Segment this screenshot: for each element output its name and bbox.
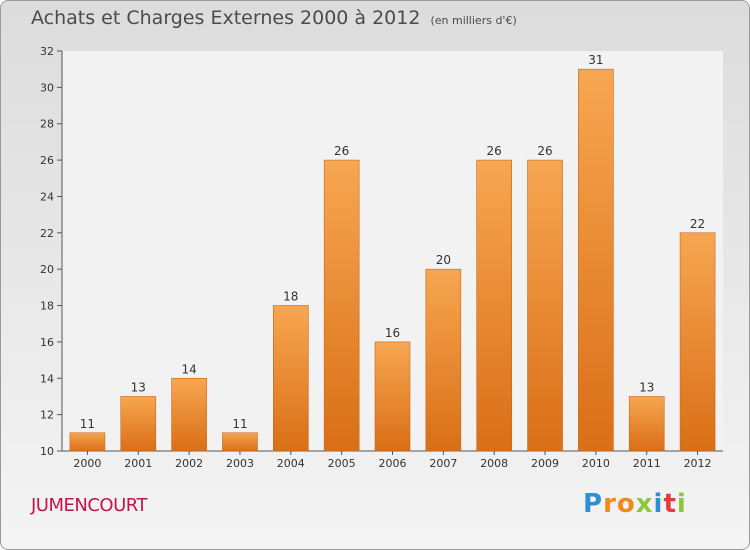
- bar-2012: [679, 232, 716, 452]
- x-tick-label-2003: 2003: [226, 457, 254, 470]
- data-label-2005: 26: [334, 144, 349, 158]
- y-tick-label: 14: [40, 372, 54, 385]
- y-tick-label: 20: [40, 263, 54, 276]
- proxiti-logo: Proxiti: [583, 489, 687, 519]
- bar-2010: [578, 68, 614, 452]
- data-label-2009: 26: [537, 144, 552, 158]
- y-tick-label: 24: [40, 190, 54, 203]
- chart-title: Achats et Charges Externes 2000 à 2012 (e…: [31, 7, 517, 29]
- data-label-2007: 20: [436, 253, 451, 267]
- data-label-2001: 13: [131, 380, 146, 394]
- commune-name: JUMENCOURT: [31, 495, 147, 516]
- data-label-2008: 26: [487, 144, 502, 158]
- y-tick-label: 30: [40, 81, 54, 94]
- bar-2009: [527, 159, 563, 452]
- logo-letter: i: [676, 489, 687, 519]
- bar-2007: [425, 268, 462, 452]
- bar-2000: [69, 432, 106, 452]
- bar-2011: [628, 396, 665, 452]
- data-label-2002: 14: [181, 362, 196, 376]
- x-tick-label-2008: 2008: [480, 457, 508, 470]
- bar-2001: [120, 396, 157, 452]
- data-label-2010: 31: [588, 53, 603, 67]
- logo-letter: P: [583, 489, 604, 519]
- x-tick-label-2010: 2010: [582, 457, 610, 470]
- x-tick-label-2012: 2012: [684, 457, 712, 470]
- x-tick-label-2007: 2007: [429, 457, 457, 470]
- chart-subtitle: (en milliers d'€): [430, 14, 517, 27]
- bar-2003: [222, 432, 258, 452]
- x-tick-label-2001: 2001: [124, 457, 152, 470]
- logo-letter: r: [603, 489, 617, 519]
- y-tick-label: 16: [40, 336, 54, 349]
- y-tick-label: 10: [40, 445, 54, 458]
- data-label-2012: 22: [690, 217, 705, 231]
- x-tick-label-2002: 2002: [175, 457, 203, 470]
- y-tick-label: 22: [40, 227, 54, 240]
- data-label-2000: 11: [80, 417, 95, 431]
- logo-letter: o: [616, 489, 636, 519]
- bar-2008: [476, 159, 512, 452]
- y-tick-label: 26: [40, 154, 54, 167]
- chart-title-text: Achats et Charges Externes 2000 à 2012: [31, 7, 421, 29]
- logo-letter: t: [663, 489, 677, 519]
- logo-letter: i: [653, 489, 664, 519]
- x-tick-label-2000: 2000: [73, 457, 101, 470]
- x-tick-label-2004: 2004: [277, 457, 305, 470]
- bar-2005: [323, 159, 360, 452]
- y-tick-label: 32: [40, 45, 54, 58]
- logo-letter: x: [635, 489, 654, 519]
- x-tick-label-2009: 2009: [531, 457, 559, 470]
- y-tick-label: 12: [40, 409, 54, 422]
- data-label-2006: 16: [385, 326, 400, 340]
- y-tick-label: 18: [40, 300, 54, 313]
- bar-2004: [273, 305, 309, 452]
- data-label-2003: 11: [232, 417, 247, 431]
- data-label-2004: 18: [283, 290, 298, 304]
- x-tick-label-2011: 2011: [633, 457, 661, 470]
- y-tick-label: 28: [40, 118, 54, 131]
- x-tick-label-2006: 2006: [379, 457, 407, 470]
- x-tick-label-2005: 2005: [328, 457, 356, 470]
- bar-2002: [171, 377, 207, 452]
- data-label-2011: 13: [639, 380, 654, 394]
- bar-2006: [374, 341, 411, 452]
